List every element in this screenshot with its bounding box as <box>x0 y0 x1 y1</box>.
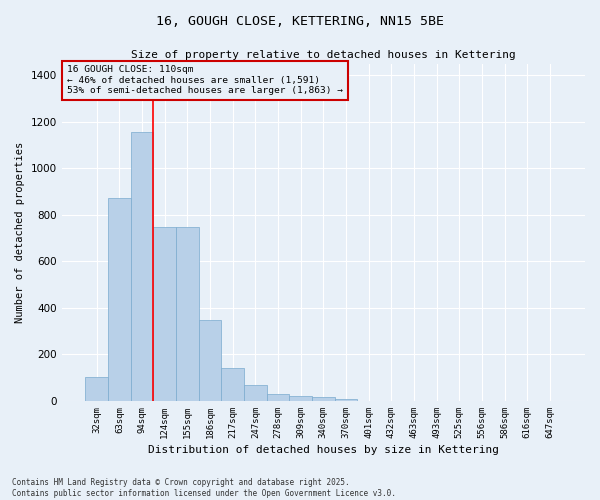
Bar <box>289 396 312 401</box>
Bar <box>108 198 131 401</box>
Bar <box>85 376 108 401</box>
Bar <box>266 394 289 401</box>
Text: 16 GOUGH CLOSE: 110sqm
← 46% of detached houses are smaller (1,591)
53% of semi-: 16 GOUGH CLOSE: 110sqm ← 46% of detached… <box>67 65 343 95</box>
Title: Size of property relative to detached houses in Kettering: Size of property relative to detached ho… <box>131 50 516 60</box>
Bar <box>131 132 154 401</box>
Text: Contains HM Land Registry data © Crown copyright and database right 2025.
Contai: Contains HM Land Registry data © Crown c… <box>12 478 396 498</box>
Bar <box>154 227 176 401</box>
Y-axis label: Number of detached properties: Number of detached properties <box>15 142 25 323</box>
Bar <box>335 398 358 401</box>
Bar <box>312 398 335 401</box>
Bar <box>244 385 266 401</box>
Bar <box>176 227 199 401</box>
X-axis label: Distribution of detached houses by size in Kettering: Distribution of detached houses by size … <box>148 445 499 455</box>
Bar <box>199 320 221 401</box>
Text: 16, GOUGH CLOSE, KETTERING, NN15 5BE: 16, GOUGH CLOSE, KETTERING, NN15 5BE <box>156 15 444 28</box>
Bar <box>221 368 244 401</box>
